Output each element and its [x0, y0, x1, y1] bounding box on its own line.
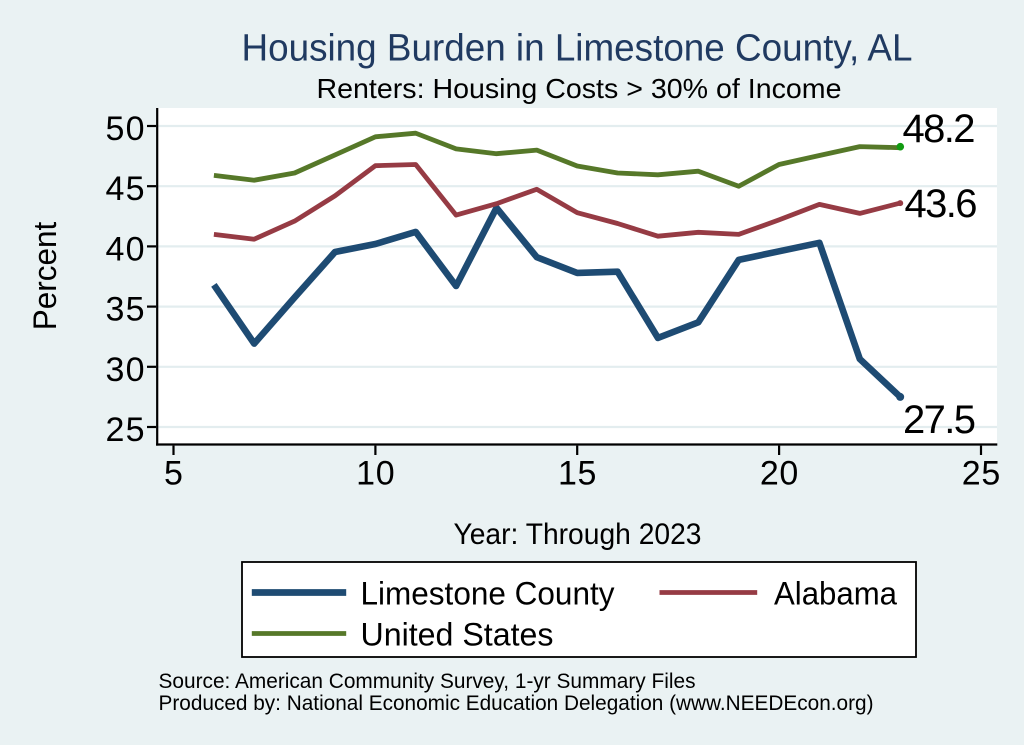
svg-text:25: 25 [962, 455, 1001, 493]
svg-text:30: 30 [106, 351, 145, 389]
svg-text:5: 5 [164, 455, 183, 493]
svg-text:20: 20 [760, 455, 799, 493]
svg-text:Renters: Housing Costs > 30% o: Renters: Housing Costs > 30% of Income [317, 73, 842, 104]
svg-text:50: 50 [106, 110, 145, 148]
svg-text:25: 25 [106, 411, 145, 449]
svg-text:United States: United States [361, 617, 554, 653]
svg-text:15: 15 [558, 455, 597, 493]
svg-text:40: 40 [106, 230, 145, 268]
svg-text:Housing Burden in Limestone Co: Housing Burden in Limestone County, AL [242, 27, 913, 69]
svg-text:Limestone County: Limestone County [361, 576, 615, 612]
svg-text:Percent: Percent [27, 222, 63, 331]
svg-text:Produced by: National Economic: Produced by: National Economic Education… [159, 691, 874, 715]
svg-text:27.5: 27.5 [903, 398, 976, 442]
svg-text:Alabama: Alabama [774, 576, 897, 612]
svg-text:48.2: 48.2 [903, 107, 976, 151]
svg-text:Source: American Community Sur: Source: American Community Survey, 1-yr … [159, 669, 696, 693]
svg-text:43.6: 43.6 [905, 182, 978, 226]
svg-text:45: 45 [106, 170, 145, 208]
svg-text:35: 35 [106, 291, 145, 329]
svg-text:10: 10 [356, 455, 395, 493]
svg-text:Year: Through 2023: Year: Through 2023 [454, 518, 702, 551]
